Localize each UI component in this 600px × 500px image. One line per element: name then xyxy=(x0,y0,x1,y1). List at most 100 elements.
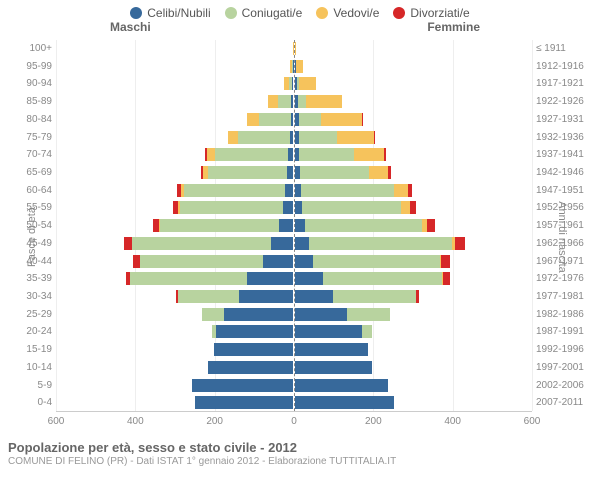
bar-segment-widowed xyxy=(268,95,278,108)
female-bar xyxy=(294,77,533,90)
male-bar xyxy=(55,184,294,197)
bar-segment-married xyxy=(313,255,440,268)
birth-year-tick: 2007-2011 xyxy=(532,394,600,412)
male-bar xyxy=(55,272,294,285)
bar-segment-married xyxy=(333,290,416,303)
male-bar xyxy=(55,60,294,73)
age-tick: 70-74 xyxy=(0,146,56,164)
plot-area: 0-42007-20115-92002-200610-141997-200115… xyxy=(56,40,532,412)
legend-swatch xyxy=(316,7,328,19)
bar-segment-divorced xyxy=(410,201,416,214)
bar-segment-married xyxy=(238,131,290,144)
birth-year-tick: 1957-1961 xyxy=(532,217,600,235)
female-bar xyxy=(294,42,533,55)
age-tick: 5-9 xyxy=(0,377,56,395)
x-axis: 6004002000200400600 xyxy=(56,416,532,432)
birth-year-tick: 1997-2001 xyxy=(532,359,600,377)
age-tick: 35-39 xyxy=(0,270,56,288)
age-tick: 10-14 xyxy=(0,359,56,377)
pyramid-row: 80-841927-1931 xyxy=(56,111,532,129)
bar-segment-single xyxy=(295,290,333,303)
bar-segment-widowed xyxy=(337,131,375,144)
female-bar xyxy=(294,201,533,214)
age-tick: 50-54 xyxy=(0,217,56,235)
age-tick: 80-84 xyxy=(0,111,56,129)
chart-title: Popolazione per età, sesso e stato civil… xyxy=(8,440,592,455)
bar-segment-widowed xyxy=(394,184,408,197)
x-axis-tick: 400 xyxy=(444,416,461,427)
pyramid-row: 55-591952-1956 xyxy=(56,199,532,217)
bar-segment-widowed xyxy=(401,201,410,214)
bar-segment-single xyxy=(292,77,293,90)
bar-segment-single xyxy=(295,219,305,232)
bar-segment-single xyxy=(295,272,323,285)
pyramid-row: 30-341977-1981 xyxy=(56,288,532,306)
birth-year-tick: 1952-1956 xyxy=(532,199,600,217)
pyramid-row: 50-541957-1961 xyxy=(56,217,532,235)
female-bar xyxy=(294,148,533,161)
female-bar xyxy=(294,219,533,232)
bar-segment-married xyxy=(208,166,287,179)
female-bar xyxy=(294,308,533,321)
female-bar xyxy=(294,60,533,73)
age-tick: 75-79 xyxy=(0,129,56,147)
male-bar xyxy=(55,42,294,55)
x-axis-tick: 600 xyxy=(524,416,541,427)
x-axis-tick: 0 xyxy=(291,416,297,427)
bar-segment-married xyxy=(309,237,452,250)
birth-year-tick: 1932-1936 xyxy=(532,129,600,147)
male-bar xyxy=(55,148,294,161)
birth-year-tick: 2002-2006 xyxy=(532,377,600,395)
age-tick: 20-24 xyxy=(0,323,56,341)
pyramid-row: 10-141997-2001 xyxy=(56,359,532,377)
bar-segment-divorced xyxy=(124,237,132,250)
bar-segment-divorced xyxy=(408,184,412,197)
bar-segment-single xyxy=(263,255,293,268)
birth-year-tick: 1917-1921 xyxy=(532,75,600,93)
male-bar xyxy=(55,113,294,126)
pyramid-row: 65-691942-1946 xyxy=(56,164,532,182)
pyramid-row: 85-891922-1926 xyxy=(56,93,532,111)
bar-segment-single xyxy=(287,166,293,179)
male-bar xyxy=(55,77,294,90)
male-bar xyxy=(55,95,294,108)
birth-year-tick: 1942-1946 xyxy=(532,164,600,182)
bar-segment-married xyxy=(302,201,401,214)
x-axis-tick: 600 xyxy=(48,416,65,427)
pyramid-row: 70-741937-1941 xyxy=(56,146,532,164)
chart-container: Celibi/NubiliConiugati/eVedovi/eDivorzia… xyxy=(0,0,600,500)
bar-segment-single xyxy=(295,308,347,321)
legend-label: Divorziati/e xyxy=(410,6,469,20)
age-tick: 40-44 xyxy=(0,253,56,271)
bar-segment-married xyxy=(259,113,291,126)
bar-segment-married xyxy=(300,166,369,179)
pyramid-row: 40-441967-1971 xyxy=(56,253,532,271)
bar-segment-single xyxy=(208,361,293,374)
birth-year-tick: 1967-1971 xyxy=(532,253,600,271)
age-tick: 90-94 xyxy=(0,75,56,93)
bar-segment-widowed xyxy=(354,148,384,161)
female-bar xyxy=(294,396,533,409)
bar-segment-married xyxy=(202,308,224,321)
age-tick: 85-89 xyxy=(0,93,56,111)
male-bar xyxy=(55,255,294,268)
age-tick: 30-34 xyxy=(0,288,56,306)
bar-segment-divorced xyxy=(133,255,140,268)
legend-swatch xyxy=(130,7,142,19)
birth-year-tick: 1982-1986 xyxy=(532,306,600,324)
age-tick: 55-59 xyxy=(0,199,56,217)
age-tick: 95-99 xyxy=(0,58,56,76)
bar-segment-widowed xyxy=(296,60,303,73)
age-tick: 25-29 xyxy=(0,306,56,324)
female-bar xyxy=(294,361,533,374)
pyramid-row: 100+≤ 1911 xyxy=(56,40,532,58)
bar-segment-widowed xyxy=(299,77,317,90)
chart-footer: Popolazione per età, sesso e stato civil… xyxy=(0,436,600,467)
bar-segment-single xyxy=(295,237,309,250)
birth-year-tick: 1937-1941 xyxy=(532,146,600,164)
plot: Fasce di età Anni di nascita 0-42007-201… xyxy=(0,38,600,436)
legend-label: Celibi/Nubili xyxy=(147,6,210,20)
bar-segment-married xyxy=(299,113,321,126)
female-bar xyxy=(294,131,533,144)
bar-segment-single xyxy=(279,219,293,232)
